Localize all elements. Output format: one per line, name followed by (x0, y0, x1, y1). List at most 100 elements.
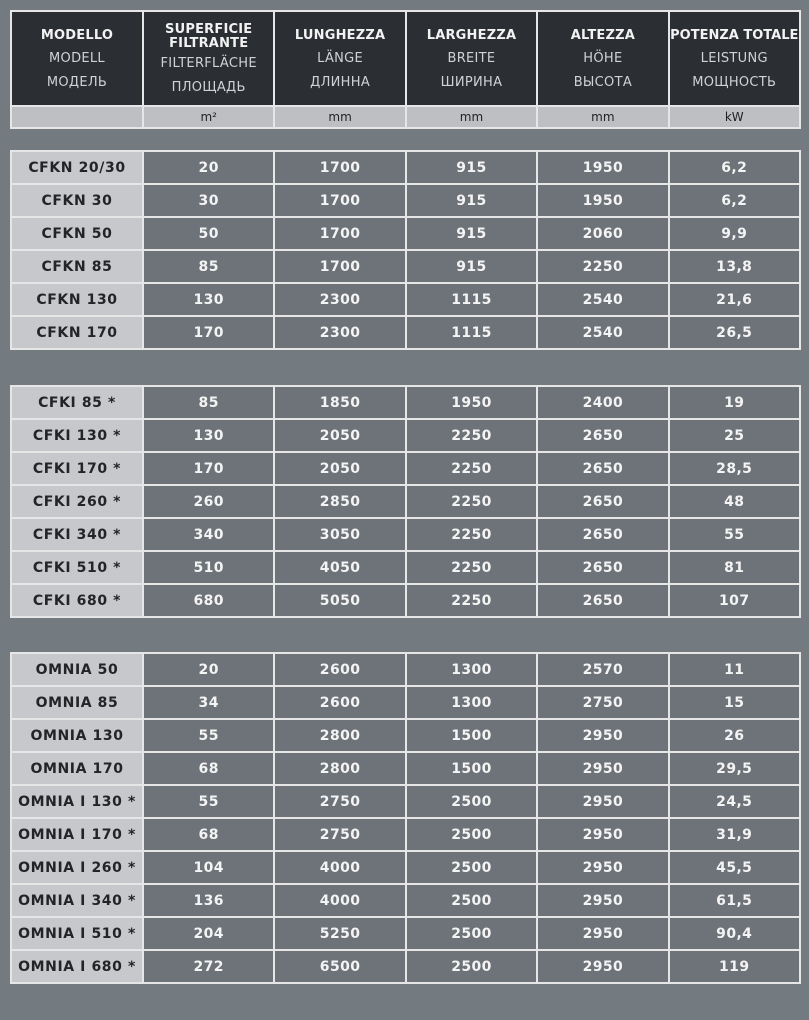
height-cell: 2950 (536, 817, 670, 852)
filter-surface-cell: 55 (141, 718, 276, 753)
filter-surface-cell: 85 (141, 249, 276, 284)
unit-cell: mm (536, 105, 670, 129)
filter-surface-cell: 340 (141, 517, 276, 552)
table-row: CFKI 510 * 510 4050 2250 2650 81 (10, 550, 801, 585)
table-row: CFKI 260 * 260 2850 2250 2650 48 (10, 484, 801, 519)
model-cell: CFKI 85 * (10, 385, 144, 420)
group-body: CFKI 85 * 85 1850 1950 2400 19 CFKI 130 * 130 20… (10, 385, 801, 618)
power-cell: 26 (667, 718, 801, 753)
filter-surface-cell: 20 (141, 652, 276, 687)
table-row: OMNIA I 510 * 204 5250 2500 2950 90,4 (10, 916, 801, 951)
model-cell: CFKI 130 * (10, 418, 144, 453)
power-cell: 81 (667, 550, 801, 585)
width-cell: 915 (404, 249, 539, 284)
length-cell: 2800 (273, 751, 407, 786)
table-row: OMNIA I 260 * 104 4000 2500 2950 45,5 (10, 850, 801, 885)
header-cell-power: POTENZA TOTALE LEISTUNG МОЩНОСТЬ (667, 10, 801, 107)
model-cell: OMNIA 130 (10, 718, 144, 753)
width-cell: 2500 (404, 916, 539, 951)
height-cell: 2950 (536, 718, 670, 753)
length-cell: 4000 (273, 850, 407, 885)
height-cell: 1950 (536, 183, 670, 218)
table-row: OMNIA I 130 * 55 2750 2500 2950 24,5 (10, 784, 801, 819)
model-cell: OMNIA I 510 * (10, 916, 144, 951)
height-cell: 2540 (536, 282, 670, 317)
model-cell: CFKI 340 * (10, 517, 144, 552)
width-cell: 915 (404, 183, 539, 218)
power-cell: 119 (667, 949, 801, 984)
table-row: OMNIA 170 68 2800 1500 2950 29,5 (10, 751, 801, 786)
table-row: OMNIA 130 55 2800 1500 2950 26 (10, 718, 801, 753)
filter-surface-cell: 85 (141, 385, 276, 420)
length-cell: 2600 (273, 685, 407, 720)
length-cell: 2300 (273, 315, 407, 350)
filter-surface-cell: 104 (141, 850, 276, 885)
unit-cell: mm (404, 105, 539, 129)
height-cell: 2650 (536, 517, 670, 552)
header-cell-height: ALTEZZA HÖHE ВЫСОТА (536, 10, 670, 107)
power-cell: 6,2 (667, 150, 801, 185)
height-cell: 2950 (536, 949, 670, 984)
header-label-ru: МОЩНОСТЬ (692, 74, 777, 90)
model-cell: CFKN 130 (10, 282, 144, 317)
power-cell: 45,5 (667, 850, 801, 885)
table-row: CFKN 130 130 2300 1115 2540 21,6 (10, 282, 801, 317)
model-cell: OMNIA 170 (10, 751, 144, 786)
power-cell: 15 (667, 685, 801, 720)
group-body: OMNIA 50 20 2600 1300 2570 11 OMNIA 85 34 2600 13… (10, 652, 801, 984)
header-label-de: MODELL (49, 50, 105, 66)
filter-surface-cell: 68 (141, 817, 276, 852)
model-cell: CFKI 510 * (10, 550, 144, 585)
length-cell: 1700 (273, 249, 407, 284)
filter-surface-cell: 510 (141, 550, 276, 585)
length-cell: 2050 (273, 418, 407, 453)
length-cell: 2750 (273, 817, 407, 852)
power-cell: 29,5 (667, 751, 801, 786)
filter-surface-cell: 170 (141, 451, 276, 486)
model-cell: CFKI 680 * (10, 583, 144, 618)
filter-surface-cell: 680 (141, 583, 276, 618)
filter-surface-cell: 50 (141, 216, 276, 251)
length-cell: 1700 (273, 183, 407, 218)
model-cell: OMNIA I 340 * (10, 883, 144, 918)
power-cell: 19 (667, 385, 801, 420)
width-cell: 2250 (404, 550, 539, 585)
model-cell: CFKN 170 (10, 315, 144, 350)
length-cell: 2050 (273, 451, 407, 486)
width-cell: 1115 (404, 315, 539, 350)
length-cell: 5250 (273, 916, 407, 951)
height-cell: 2650 (536, 583, 670, 618)
length-cell: 1700 (273, 216, 407, 251)
header-cell-length: LUNGHEZZA LÄNGE ДЛИННА (273, 10, 407, 107)
header-label-ru: ДЛИННА (310, 74, 371, 90)
header-label-de: BREITE (447, 50, 496, 66)
width-cell: 2250 (404, 418, 539, 453)
power-cell: 9,9 (667, 216, 801, 251)
header-label-de: LEISTUNG (700, 50, 768, 66)
unit-cell: m² (141, 105, 276, 129)
width-cell: 915 (404, 216, 539, 251)
width-cell: 2250 (404, 484, 539, 519)
header-label-it: MODELLO (40, 27, 114, 43)
power-cell: 21,6 (667, 282, 801, 317)
length-cell: 2750 (273, 784, 407, 819)
model-cell: OMNIA I 680 * (10, 949, 144, 984)
table-row: CFKI 170 * 170 2050 2250 2650 28,5 (10, 451, 801, 486)
table-row: OMNIA 85 34 2600 1300 2750 15 (10, 685, 801, 720)
width-cell: 2500 (404, 949, 539, 984)
model-cell: OMNIA I 130 * (10, 784, 144, 819)
power-cell: 13,8 (667, 249, 801, 284)
power-cell: 55 (667, 517, 801, 552)
header-label-ru: ШИРИНА (440, 74, 503, 90)
power-cell: 25 (667, 418, 801, 453)
table-row: CFKN 85 85 1700 915 2250 13,8 (10, 249, 801, 284)
header-cell-width: LARGHEZZA BREITE ШИРИНА (404, 10, 539, 107)
unit-row: m² mm mm mm kW (10, 105, 801, 129)
filter-surface-cell: 136 (141, 883, 276, 918)
length-cell: 3050 (273, 517, 407, 552)
filter-surface-cell: 170 (141, 315, 276, 350)
length-cell: 2600 (273, 652, 407, 687)
power-cell: 28,5 (667, 451, 801, 486)
header-label-it: POTENZA TOTALE (670, 27, 799, 43)
length-cell: 1700 (273, 150, 407, 185)
